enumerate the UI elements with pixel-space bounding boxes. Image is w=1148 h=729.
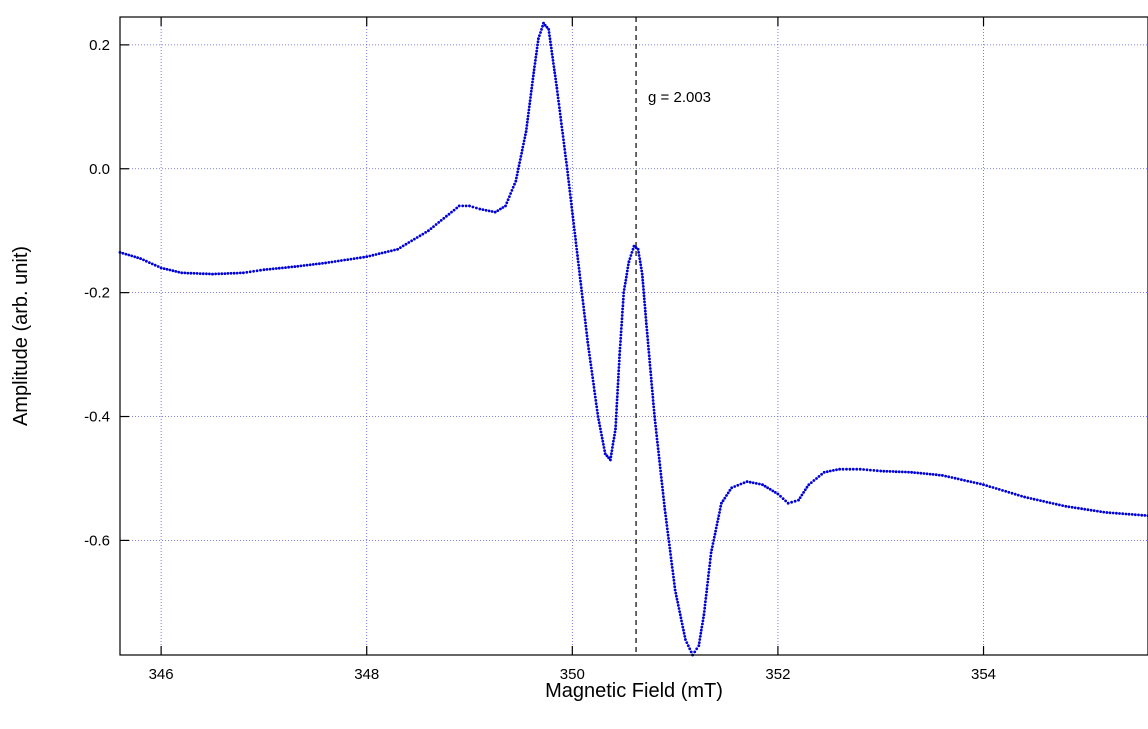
data-point	[1105, 511, 1109, 514]
data-point	[697, 644, 701, 647]
data-point	[478, 207, 482, 211]
x-tick-label: 354	[971, 666, 996, 683]
y-tick-label: 0.0	[89, 161, 110, 178]
data-point	[761, 483, 764, 487]
data-point	[858, 467, 862, 471]
g-value-annotation: g = 2.003	[648, 89, 711, 106]
data-point	[555, 86, 559, 90]
x-tick-label: 348	[354, 666, 379, 683]
data-point	[663, 508, 667, 511]
x-tick-label: 352	[765, 666, 790, 683]
data-point	[910, 471, 913, 474]
plot-frame	[119, 16, 1148, 656]
data-point	[614, 427, 617, 431]
data-point	[645, 322, 648, 325]
data-point	[532, 74, 535, 78]
data-point	[838, 467, 841, 471]
data-point	[776, 492, 780, 496]
data-point	[1023, 495, 1026, 499]
data-point	[442, 217, 446, 220]
data-point	[365, 255, 369, 258]
data-point	[673, 588, 677, 592]
data-point	[797, 498, 800, 502]
data-point	[684, 638, 687, 641]
data-point	[622, 291, 625, 294]
data-point	[632, 244, 636, 248]
data-point	[807, 483, 811, 487]
data-point	[636, 248, 640, 251]
data-point	[586, 340, 589, 344]
data-point	[603, 452, 607, 456]
data-point	[822, 471, 826, 474]
data-point	[709, 551, 713, 555]
y-axis-title: Amplitude (arb. unit)	[10, 246, 32, 426]
data-point	[537, 37, 540, 40]
data-point	[504, 204, 507, 208]
data-series	[118, 21, 1148, 657]
data-point	[180, 271, 183, 275]
series-trace	[118, 21, 1148, 657]
data-point	[211, 272, 214, 276]
x-axis-title: Magnetic Field (mT)	[545, 680, 723, 702]
y-tick-label: -0.4	[84, 409, 110, 426]
data-point	[262, 268, 266, 272]
data-point	[514, 179, 518, 183]
data-point	[542, 21, 545, 25]
data-point	[324, 261, 327, 265]
data-point	[786, 501, 790, 505]
data-point	[576, 254, 579, 257]
data-point	[941, 474, 944, 477]
data-point	[457, 204, 461, 208]
data-point	[565, 167, 569, 171]
data-point	[702, 613, 706, 616]
data-point	[640, 272, 644, 276]
data-point	[427, 229, 430, 232]
data-point	[982, 483, 985, 487]
data-point	[596, 415, 600, 418]
data-point	[627, 260, 631, 264]
x-tick-label: 346	[149, 666, 174, 683]
data-point	[879, 469, 882, 473]
data-point	[1064, 505, 1068, 508]
data-point	[468, 204, 471, 208]
data-point	[139, 257, 142, 260]
data-point	[745, 480, 749, 483]
axis-ticks: 346 348 350 352 354 0.2 0.0 -0.2 -0.4 -0.6	[84, 17, 996, 683]
y-tick-label: -0.2	[84, 285, 110, 302]
data-point	[293, 265, 297, 268]
data-point	[159, 266, 163, 270]
data-point	[547, 28, 550, 31]
data-point	[653, 415, 656, 418]
data-point	[720, 501, 723, 505]
data-point	[396, 248, 399, 251]
x-tick-label: 350	[560, 666, 585, 683]
data-point	[493, 210, 497, 214]
data-point	[618, 353, 621, 356]
data-point	[242, 271, 245, 275]
data-point	[609, 458, 612, 462]
y-tick-label: 0.2	[89, 37, 110, 54]
data-point	[730, 486, 733, 490]
data-point	[524, 130, 528, 133]
y-tick-label: -0.6	[84, 532, 110, 549]
grid-lines	[120, 17, 1148, 655]
